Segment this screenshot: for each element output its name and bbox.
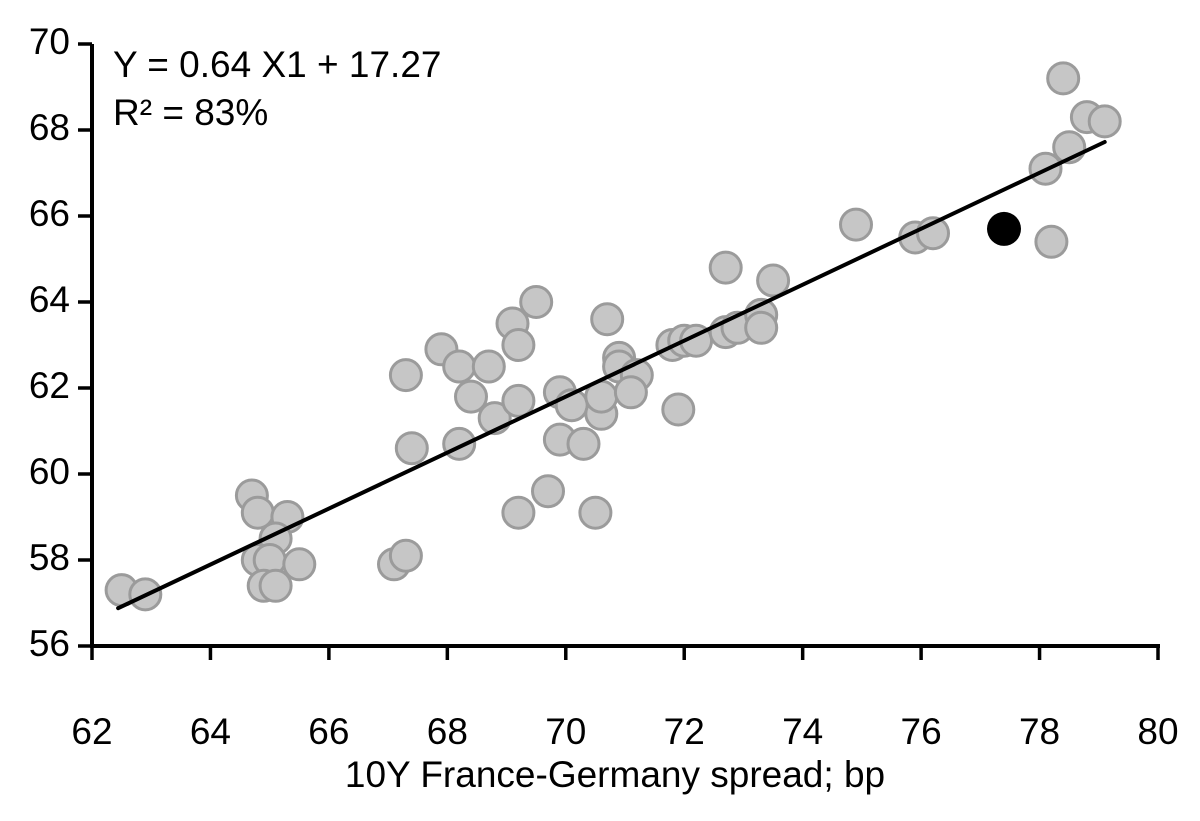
scatter-point: [1087, 104, 1122, 139]
scatter-point: [394, 431, 429, 466]
scatter-point: [282, 547, 317, 582]
tick-marks-layer: [78, 42, 1160, 660]
scatter-point: [661, 392, 696, 427]
scatter-point: [519, 285, 554, 319]
tick-labels-layer: 62 64 66 68 70 72 74 76 78 80 56 58 60 62 64 66 68 70: [29, 21, 1179, 752]
x-tick-label: 62: [71, 711, 112, 752]
scatter-point: [744, 310, 779, 345]
y-tick-label: 70: [29, 21, 70, 62]
scatter-point: [578, 495, 613, 530]
y-tick-label: 68: [29, 107, 70, 148]
y-tick-label: 56: [29, 623, 70, 664]
scatter-point: [531, 474, 565, 509]
scatter-point: [501, 495, 536, 530]
x-tick-label: 64: [190, 711, 231, 752]
x-tick-label: 78: [1019, 711, 1060, 752]
highlight-point: [987, 211, 1021, 246]
x-tick-label: 70: [545, 711, 586, 752]
scatter-points-layer: [104, 61, 1122, 612]
axes-layer: [90, 44, 1160, 648]
scatter-point: [442, 349, 477, 384]
scatter-point: [708, 250, 743, 285]
r-squared-label: R² = 83%: [113, 92, 268, 133]
x-tick-label: 68: [427, 711, 468, 752]
y-tick-label: 64: [29, 279, 70, 320]
scatter-point: [471, 349, 506, 384]
y-tick-label: 66: [29, 193, 70, 234]
trendline-layer: [116, 140, 1107, 611]
scatter-point: [1034, 224, 1069, 259]
scatter-point: [839, 207, 873, 242]
y-tick-label: 58: [29, 537, 70, 578]
scatter-point: [454, 379, 488, 414]
regression-equation-label: Y = 0.64 X1 + 17.27: [113, 44, 441, 85]
x-axis-title: 10Y France-Germany spread; bp: [345, 754, 885, 795]
scatter-point: [566, 426, 601, 461]
x-tick-label: 72: [664, 711, 705, 752]
scatter-point: [756, 263, 791, 298]
scatter-point: [501, 328, 536, 362]
scatter-point: [258, 568, 293, 603]
x-tick-label: 74: [782, 711, 823, 752]
scatter-point: [388, 358, 423, 393]
regression-line: [116, 140, 1107, 611]
scatter-point: [388, 538, 423, 573]
y-tick-label: 60: [29, 451, 70, 492]
x-tick-label: 80: [1137, 711, 1178, 752]
y-tick-label: 62: [29, 365, 70, 406]
scatter-point: [613, 375, 648, 410]
x-tick-label: 76: [901, 711, 942, 752]
scatter-point: [590, 302, 625, 337]
scatter-point: [501, 383, 536, 418]
x-tick-label: 66: [308, 711, 349, 752]
scatter-point: [1046, 61, 1081, 96]
